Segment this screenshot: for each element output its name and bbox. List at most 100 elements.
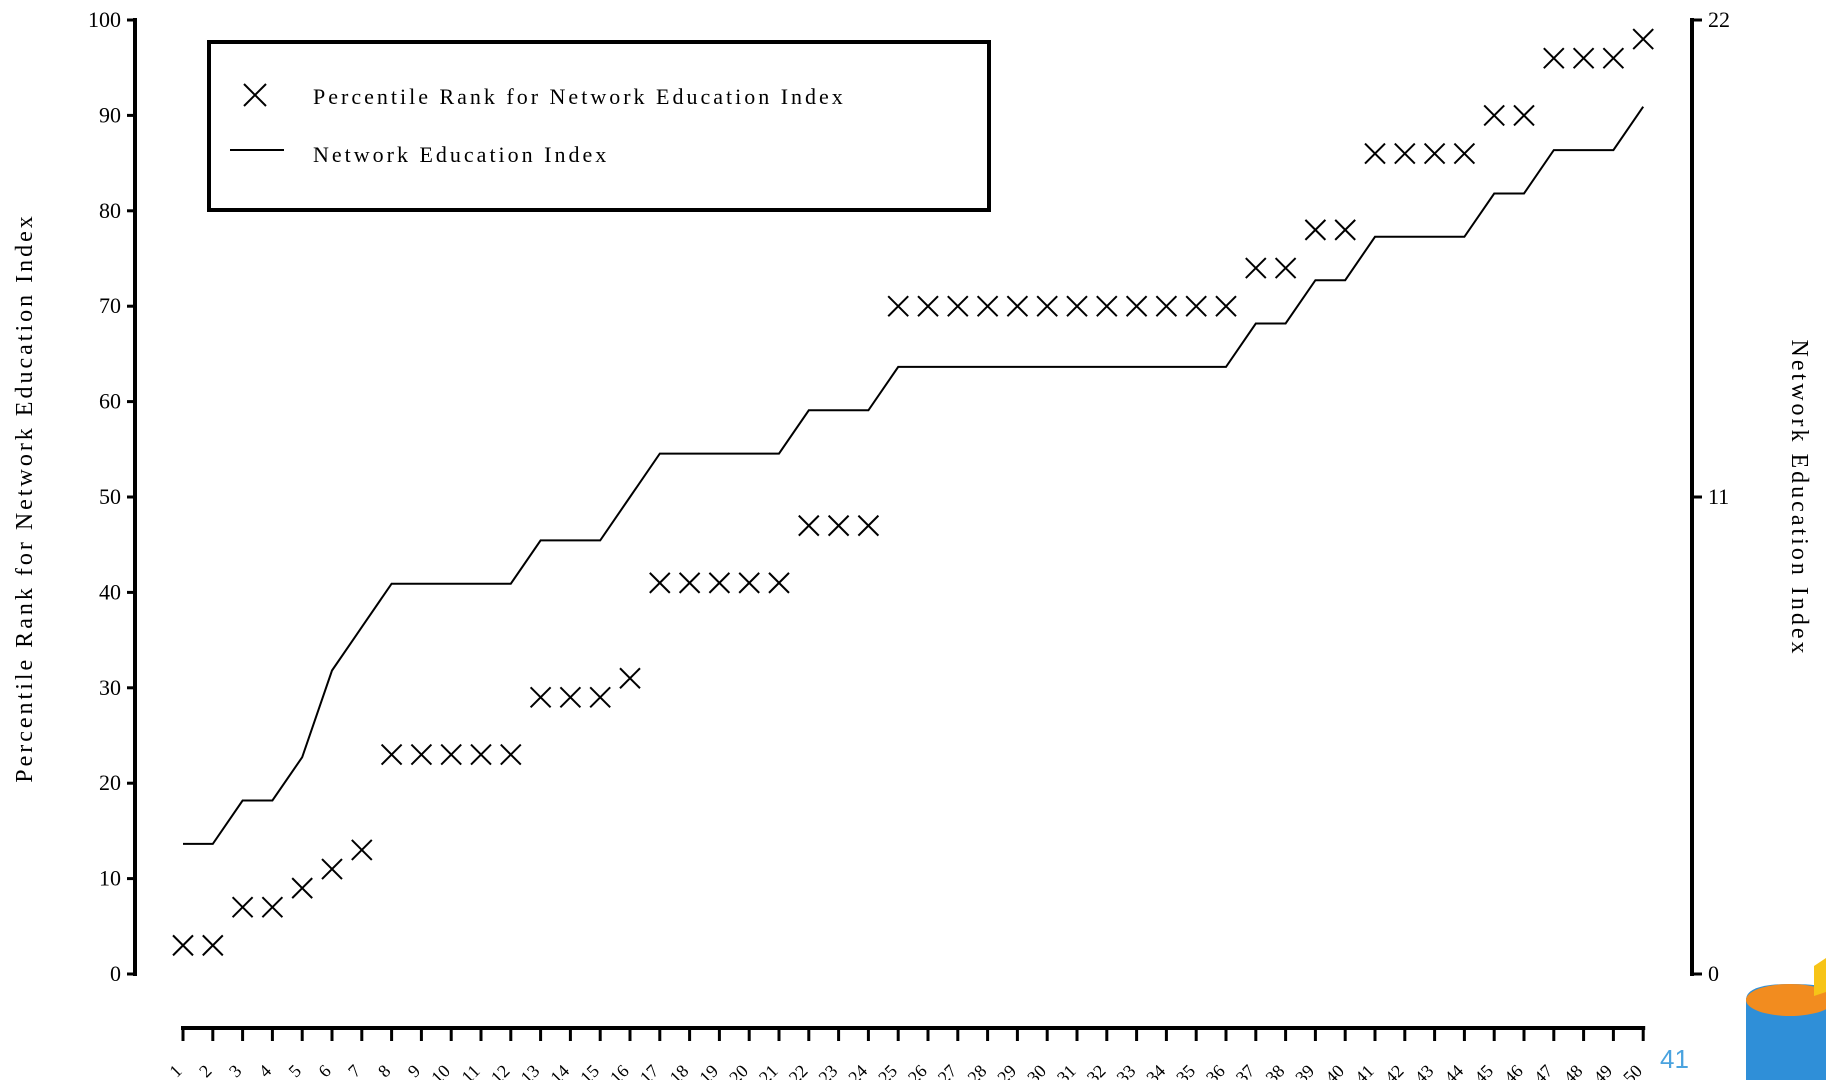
x-tick-label: 13 [517,1061,544,1080]
data-point-stroke [380,743,403,766]
data-point-x [500,743,522,766]
data-point-x [1334,219,1356,241]
data-point-x [827,514,850,537]
data-point-stroke [827,514,850,537]
left-tick-label: 40 [99,579,121,604]
data-point-x [678,572,701,594]
data-point-x [1364,142,1386,165]
x-tick-label: 34 [1142,1061,1169,1080]
left-tick-label: 70 [99,293,121,318]
cylinder-logo-icon [1746,958,1826,1080]
data-point-stroke [1364,142,1386,165]
x-tick-label: 17 [636,1061,663,1080]
x-tick-label: 42 [1381,1061,1408,1080]
data-point-stroke [1543,47,1565,69]
right-tick-label: 0 [1708,961,1719,986]
data-point-x [1096,295,1118,317]
data-point-x [1215,295,1237,317]
data-point-stroke [887,295,909,317]
x-tick-label: 7 [344,1061,365,1080]
series-percentile-rank [172,28,1654,957]
left-tick-label: 10 [99,866,121,891]
x-tick-label: 14 [546,1061,573,1080]
data-point-stroke [1394,142,1416,165]
x-tick-label: 35 [1172,1061,1199,1080]
data-point-stroke [1155,295,1178,317]
x-tick-label: 25 [874,1061,901,1080]
legend: Percentile Rank for Network Education In… [207,40,991,212]
data-point-stroke [1453,142,1476,165]
x-tick-label: 23 [815,1061,842,1080]
x-tick-label: 41 [1351,1061,1378,1080]
data-point-x [1632,28,1654,50]
data-point-stroke [1423,142,1446,165]
data-point-stroke [1632,28,1654,50]
data-point-x [1125,295,1148,317]
data-point-x [768,572,790,594]
data-point-x [1245,257,1267,279]
data-point-stroke [1185,295,1207,317]
x-tick-label: 38 [1262,1061,1289,1080]
right-tick-label: 22 [1708,7,1730,32]
data-point-x [589,686,611,709]
x-tick-label: 50 [1619,1061,1646,1080]
data-point-x [1036,295,1058,317]
x-tick-label: 47 [1530,1061,1557,1080]
data-point-x [708,572,731,594]
x-tick-label: 27 [934,1061,961,1080]
data-point-stroke [1215,295,1237,317]
x-tick-label: 1 [165,1061,186,1080]
left-tick-label: 100 [88,7,121,32]
data-point-x [649,572,671,594]
x-tick-label: 31 [1053,1061,1080,1080]
left-axis: 0 10 20 30 40 50 60 70 80 90 100 [88,7,137,986]
data-point-stroke [589,686,611,709]
data-point-x [1185,295,1207,317]
data-point-x [976,295,999,317]
x-tick-label: 19 [695,1061,722,1080]
data-point-stroke [470,743,492,766]
data-point-x [1274,257,1297,279]
x-tick-label: 28 [964,1061,991,1080]
x-tick-label: 3 [225,1061,246,1080]
data-point-stroke [678,572,701,594]
x-tick-label: 11 [457,1061,483,1080]
data-point-stroke [351,839,373,861]
data-point-stroke [857,514,880,537]
data-point-stroke [172,934,194,957]
data-point-stroke [1125,295,1148,317]
data-point-stroke [1513,104,1535,127]
data-point-x [410,743,433,766]
data-point-x [1483,104,1505,127]
x-tick-label: 12 [487,1061,514,1080]
data-point-x [1602,47,1625,69]
data-point-stroke [619,667,641,689]
data-point-x [1572,47,1595,69]
data-point-x [261,896,284,918]
y-axis-title-right: Network Education Index [1786,340,1812,657]
x-axis: 1 2 3 4 5 6 7 8 9 10 11 12 13 14 15 16 17 18 19 20 21 22 23 24 2… [165,1026,1646,1080]
data-point-x [321,858,343,880]
left-tick-label: 0 [110,961,121,986]
x-tick-label: 21 [755,1061,782,1080]
x-tick-label: 33 [1113,1061,1140,1080]
data-point-stroke [738,572,760,594]
data-point-stroke [1274,257,1297,279]
data-point-stroke [768,572,790,594]
x-tick-label: 45 [1470,1061,1497,1080]
x-tick-label: 29 [993,1061,1020,1080]
x-tick-label: 8 [374,1061,395,1080]
legend-x-marker [243,83,267,107]
x-tick-label: 15 [576,1061,603,1080]
data-point-stroke [202,934,224,957]
data-point-x [1423,142,1446,165]
data-point-x [1006,295,1029,317]
data-point-x [1304,219,1327,241]
data-point-stroke [798,514,820,537]
data-point-stroke [1483,104,1505,127]
data-point-stroke [1096,295,1118,317]
x-tick-label: 16 [606,1061,633,1080]
data-point-x [291,877,313,899]
data-point-stroke [947,295,969,317]
x-tick-label: 43 [1411,1061,1438,1080]
